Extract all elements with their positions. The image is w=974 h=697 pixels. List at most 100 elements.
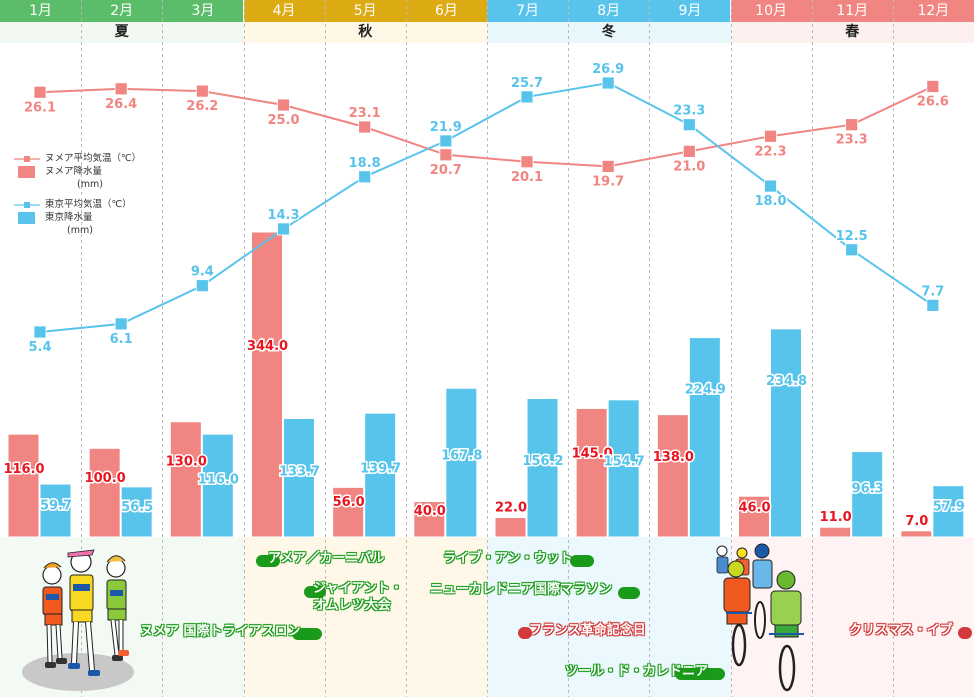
tokyo-rain-bar: [445, 387, 478, 538]
season-label: 春: [845, 24, 860, 40]
month-header-1: 1月: [0, 0, 82, 22]
event-pill: [292, 628, 322, 640]
month-header-6: 6月: [405, 0, 487, 22]
noumea-temp-marker: [682, 144, 696, 158]
noumea-rain-bar: [169, 421, 202, 538]
noumea-temp-marker: [845, 118, 859, 132]
tokyo-rain-bar: [770, 328, 802, 538]
month-header-8: 8月: [568, 0, 650, 22]
tokyo-rain-label: 116.0: [198, 473, 239, 488]
noumea-temp-marker: [520, 155, 534, 169]
legend-label: ヌメア降水量: [45, 166, 103, 177]
season-band: [0, 22, 244, 43]
noumea-temp-label: 20.1: [511, 170, 543, 185]
noumea-temp-marker: [439, 148, 453, 162]
event-bastille-day: フランス革命記念日: [529, 623, 646, 638]
tokyo-temp-marker: [845, 243, 859, 257]
noumea-temp-marker: [33, 85, 47, 99]
legend-label: 東京降水量: [45, 212, 93, 223]
month-header-2: 2月: [81, 0, 163, 22]
event-giant-omelette: ジャイアント・: [313, 581, 403, 596]
noumea-rain-label: 22.0: [495, 500, 527, 515]
tokyo-rain-bar: [688, 337, 721, 538]
tokyo-rain-label: 57.9: [933, 499, 965, 514]
month-header-12: 12月: [892, 0, 974, 22]
noumea-rain-label: 100.0: [85, 471, 126, 486]
legend-unit: (mm): [77, 179, 103, 190]
tokyo-temp-marker: [114, 317, 128, 331]
noumea-rain-label: 56.0: [333, 495, 365, 510]
tokyo-temp-label: 5.4: [28, 340, 51, 355]
month-header-7: 7月: [487, 0, 569, 22]
event-band: [243, 537, 487, 697]
tokyo-temp-label: 14.3: [267, 208, 299, 223]
noumea-rain-bar: [900, 530, 933, 538]
noumea-rain-label: 145.0: [572, 446, 613, 461]
noumea-rain-label: 130.0: [166, 455, 207, 470]
noumea-temp-marker: [114, 82, 128, 96]
noumea-temp-marker: [195, 84, 209, 98]
tokyo-temp-marker: [358, 170, 372, 184]
noumea-temp-marker: [277, 98, 290, 112]
noumea-rain-label: 46.0: [738, 501, 770, 516]
legend-unit: (mm): [67, 225, 93, 236]
tokyo-rain-label: 59.7: [40, 498, 72, 513]
season-band: [243, 22, 487, 43]
tokyo-rain-bar: [283, 417, 315, 538]
tokyo-temp-line: [39, 81, 934, 333]
month-header-11: 11月: [811, 0, 893, 22]
season-band: [730, 22, 974, 43]
season-label: 秋: [358, 24, 373, 40]
tokyo-rain-bar: [364, 412, 397, 538]
tokyo-temp-marker: [926, 298, 940, 312]
tokyo-temp-label: 9.4: [191, 265, 214, 280]
noumea-rain-label: 7.0: [905, 514, 928, 529]
tokyo-rain-label: 156.2: [522, 454, 563, 469]
noumea-temp-label: 26.4: [105, 97, 137, 112]
legend-label: 東京平均気温（℃）: [45, 199, 132, 210]
tokyo-temp-marker: [520, 90, 534, 104]
noumea-temp-marker: [601, 159, 615, 173]
tokyo-temp-legend-icon: [14, 202, 40, 208]
tokyo-temp-label: 6.1: [110, 332, 133, 347]
tokyo-rain-label: 234.8: [766, 374, 807, 389]
tokyo-temp-marker: [601, 76, 615, 90]
tokyo-temp-label: 23.3: [673, 104, 705, 119]
tokyo-temp-label: 7.7: [921, 284, 944, 299]
tokyo-rain-bar: [120, 486, 153, 538]
tokyo-rain-bar: [526, 398, 559, 538]
tokyo-temp-label: 21.9: [430, 120, 462, 135]
noumea-temp-legend-icon: [14, 156, 40, 162]
tokyo-temp-marker: [439, 134, 453, 148]
month-header-5: 5月: [324, 0, 406, 22]
tokyo-temp-marker: [277, 222, 290, 236]
noumea-rain-bar: [413, 501, 446, 538]
noumea-rain-legend-swatch: [18, 166, 35, 178]
tokyo-rain-legend-swatch: [18, 212, 35, 224]
noumea-rain-bar: [819, 526, 852, 538]
noumea-rain-label: 344.0: [247, 339, 288, 354]
tokyo-rain-label: 139.7: [360, 462, 401, 477]
event-christmas-eve: クリスマス・イブ: [849, 623, 953, 638]
season-label: 冬: [601, 24, 616, 40]
tokyo-rain-bar: [39, 483, 72, 538]
noumea-temp-marker: [926, 80, 940, 93]
tokyo-rain-bar: [607, 399, 640, 538]
event-pill: [256, 555, 280, 567]
noumea-temp-label: 25.0: [267, 113, 299, 128]
runners-illustration: [22, 549, 134, 691]
noumea-temp-marker: [764, 129, 777, 143]
season-band: [487, 22, 731, 43]
tokyo-rain-bar: [851, 451, 884, 538]
event-pill: [618, 587, 640, 599]
noumea-temp-line: [39, 85, 934, 168]
noumea-rain-bar: [332, 486, 365, 538]
noumea-rain-bar: [251, 231, 283, 538]
tokyo-temp-marker: [195, 279, 209, 293]
month-header-10: 10月: [730, 0, 812, 22]
tokyo-rain-bar: [932, 485, 965, 538]
season-label: 夏: [114, 24, 129, 40]
noumea-rain-label: 116.0: [3, 462, 44, 477]
